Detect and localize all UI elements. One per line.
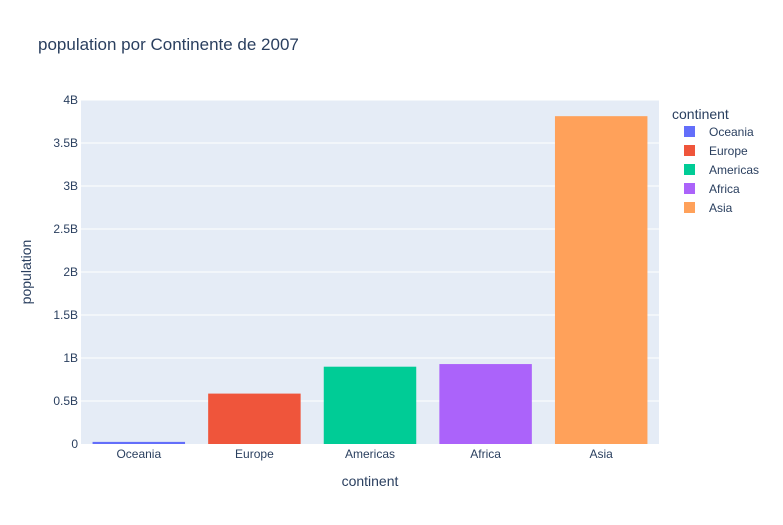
legend-item-americas[interactable]: Americas (709, 163, 759, 177)
legend-swatch[interactable] (684, 145, 695, 156)
x-axis-title: continent (342, 473, 399, 489)
legend-title: continent (672, 106, 729, 122)
y-tick-label: 1B (63, 351, 78, 365)
x-tick-label: Europe (235, 447, 274, 461)
y-tick-label: 3B (63, 179, 78, 193)
x-tick-label: Oceania (116, 447, 161, 461)
legend-item-oceania[interactable]: Oceania (709, 125, 754, 139)
y-tick-label: 2B (63, 265, 78, 279)
bar-africa[interactable] (439, 364, 532, 444)
y-tick-label: 0.5B (53, 394, 78, 408)
legend-swatch[interactable] (684, 126, 695, 137)
x-tick-label: Africa (470, 447, 501, 461)
bar-oceania[interactable] (92, 441, 186, 444)
x-axis-ticks: Oceania Europe Americas Africa Asia (116, 447, 613, 461)
y-axis-ticks: 0 0.5B 1B 1.5B 2B 2.5B 3B 3.5B 4B (53, 93, 78, 451)
x-tick-label: Asia (590, 447, 614, 461)
y-axis-title: population (18, 240, 34, 305)
legend-item-africa[interactable]: Africa (709, 182, 740, 196)
x-tick-label: Americas (345, 447, 395, 461)
y-tick-label: 4B (63, 93, 78, 107)
chart-title: population por Continente de 2007 (38, 35, 299, 54)
y-tick-label: 3.5B (53, 136, 78, 150)
legend-swatch[interactable] (684, 164, 695, 175)
legend-swatch[interactable] (684, 183, 695, 194)
bar-europe[interactable] (208, 393, 301, 444)
y-tick-label: 2.5B (53, 222, 78, 236)
bars (92, 116, 648, 445)
legend-item-europe[interactable]: Europe (709, 144, 748, 158)
y-tick-label: 0 (71, 437, 78, 451)
bar-americas[interactable] (323, 366, 417, 444)
legend-swatch[interactable] (684, 202, 695, 213)
legend[interactable]: continent Oceania Europe Americas Africa Asi… (672, 106, 759, 215)
legend-item-asia[interactable]: Asia (709, 201, 733, 215)
y-tick-label: 1.5B (53, 308, 78, 322)
bar-asia[interactable] (554, 116, 648, 445)
